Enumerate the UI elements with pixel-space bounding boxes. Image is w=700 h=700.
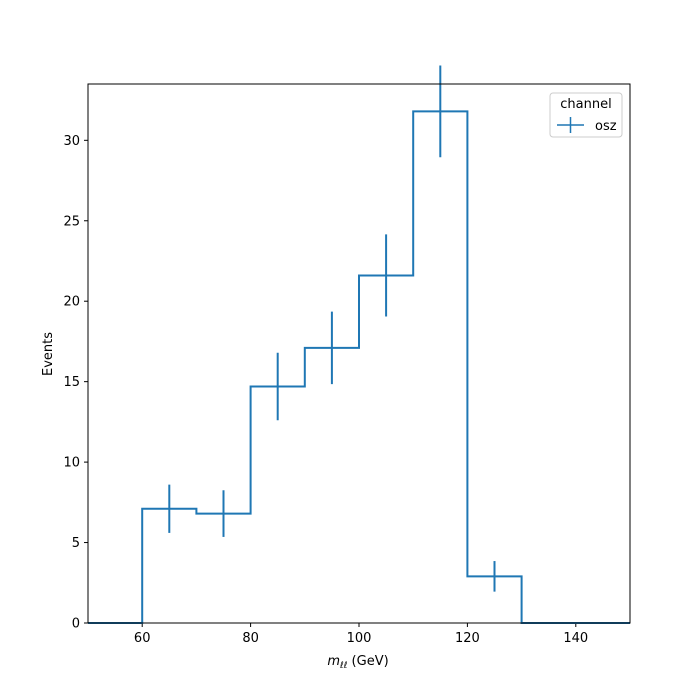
legend: channel osz [549,92,623,138]
x-axis-label: mℓℓ (GeV) [327,654,388,671]
y-tick-label: 30 [63,134,80,149]
plot-frame [87,83,631,624]
y-tick-label: 15 [63,375,80,390]
x-tick-label: 140 [563,631,588,646]
y-axis-ticks: 0 5 10 15 20 25 30 [63,134,88,632]
x-axis-label-unit: (GeV) [347,654,388,669]
y-tick-label: 5 [72,536,80,551]
x-axis-label-main: m [327,654,340,669]
x-tick-label: 60 [134,631,151,646]
x-tick-label: 120 [455,631,480,646]
x-axis-label-subscript: ℓℓ [339,661,347,671]
x-tick-label: 100 [347,631,372,646]
legend-series-label: osz [595,119,617,134]
y-tick-label: 10 [63,456,80,471]
series-layer [88,65,630,624]
y-tick-label: 25 [63,214,80,229]
x-tick-label: 80 [242,631,259,646]
y-axis-label: Events [41,332,56,376]
legend-box [549,92,623,138]
y-tick-label: 0 [72,617,80,632]
legend-title: channel [560,97,611,112]
x-axis-ticks: 60 80 100 120 140 [134,623,588,646]
series-step-line [88,110,630,624]
y-tick-label: 20 [63,295,80,310]
